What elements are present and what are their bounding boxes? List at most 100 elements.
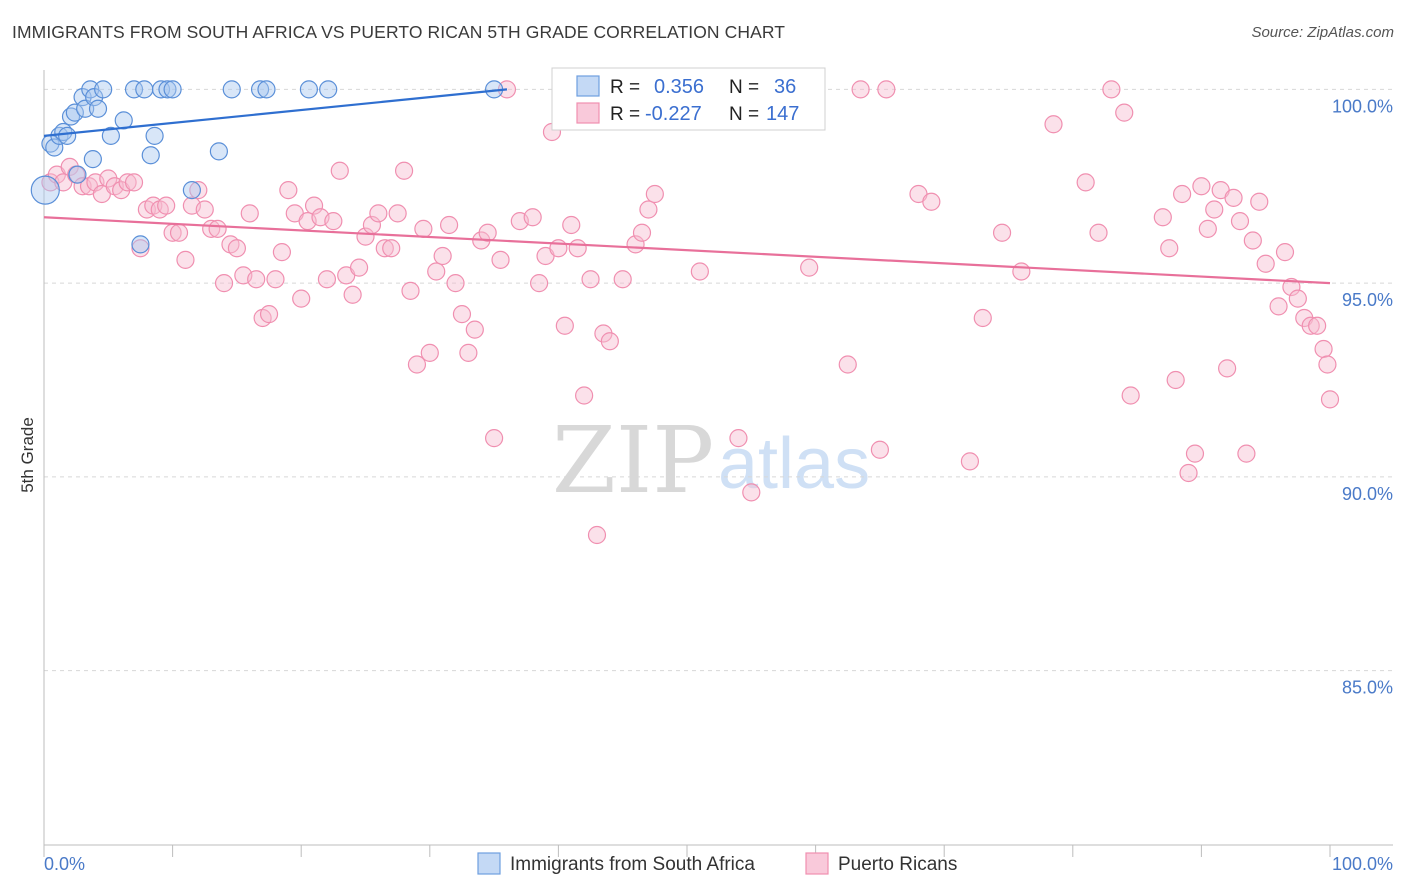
data-point bbox=[491, 250, 510, 269]
data-point bbox=[324, 212, 343, 231]
legend-r-value-2: -0.227 bbox=[645, 103, 702, 125]
legend-swatch-blue bbox=[576, 75, 600, 97]
data-point bbox=[1076, 173, 1095, 192]
data-point bbox=[870, 440, 890, 459]
data-point bbox=[645, 184, 664, 204]
legend-n-label-2: N = bbox=[729, 104, 759, 125]
trend-lines bbox=[43, 88, 1331, 285]
data-point bbox=[877, 80, 896, 99]
data-point bbox=[1218, 359, 1237, 378]
stats-legend: R = 0.356 N = 36 R = -0.227 N = 147 bbox=[551, 67, 826, 131]
data-point bbox=[169, 223, 189, 242]
data-point bbox=[433, 246, 452, 266]
data-point bbox=[65, 103, 84, 122]
data-point bbox=[176, 250, 195, 269]
data-point bbox=[382, 239, 401, 258]
data-point bbox=[587, 525, 607, 545]
data-point bbox=[317, 270, 337, 289]
y-tick-labels: 100.0% 95.0% 90.0% 85.0% bbox=[1332, 96, 1393, 697]
data-point bbox=[1198, 219, 1217, 238]
data-point bbox=[485, 429, 504, 448]
data-point bbox=[319, 80, 338, 99]
data-point bbox=[369, 204, 388, 223]
data-point bbox=[343, 285, 362, 304]
data-point bbox=[158, 80, 177, 99]
data-point bbox=[1250, 192, 1269, 211]
trend-line-puerto-ricans bbox=[43, 216, 1331, 285]
data-point bbox=[292, 289, 311, 308]
data-point bbox=[992, 223, 1012, 242]
data-point bbox=[304, 196, 324, 215]
data-point bbox=[1224, 188, 1243, 207]
data-point bbox=[68, 165, 87, 184]
data-point bbox=[555, 316, 574, 335]
trend-line-south-africa bbox=[43, 88, 508, 137]
data-point bbox=[446, 274, 465, 293]
data-point bbox=[1256, 254, 1275, 273]
series-legend: Immigrants from South Africa Puerto Rica… bbox=[477, 852, 957, 875]
legend-n-value-2: 147 bbox=[766, 103, 799, 125]
data-point bbox=[1153, 208, 1172, 227]
data-point bbox=[257, 80, 276, 99]
data-point bbox=[1243, 231, 1262, 250]
x-tick-label-min: 0.0% bbox=[44, 854, 85, 874]
data-point bbox=[58, 126, 77, 145]
data-point bbox=[131, 235, 150, 254]
data-point bbox=[240, 204, 259, 223]
data-point bbox=[118, 173, 137, 192]
data-point bbox=[414, 219, 433, 238]
data-point bbox=[157, 196, 176, 215]
source-label: Source: ZipAtlas.com bbox=[1251, 24, 1394, 41]
data-point bbox=[530, 274, 549, 293]
data-point bbox=[1115, 103, 1134, 122]
data-point bbox=[208, 219, 227, 238]
data-point bbox=[299, 80, 319, 99]
y-axis-title: 5th Grade bbox=[18, 417, 37, 493]
data-point bbox=[800, 258, 819, 277]
y-tick-label: 85.0% bbox=[1342, 678, 1393, 698]
data-point bbox=[1160, 239, 1179, 258]
data-point bbox=[575, 386, 594, 405]
watermark-zip: ZIP bbox=[552, 407, 714, 514]
data-point bbox=[1301, 316, 1320, 335]
data-point bbox=[88, 99, 108, 118]
data-point bbox=[1089, 223, 1108, 242]
data-point bbox=[141, 146, 160, 165]
data-point bbox=[101, 126, 120, 145]
data-point bbox=[1121, 386, 1140, 405]
data-point bbox=[639, 200, 658, 219]
legend-r-label-1: R = bbox=[610, 77, 640, 98]
series-immigrants-south-africa bbox=[30, 80, 504, 254]
data-point bbox=[163, 80, 182, 99]
data-point bbox=[922, 192, 941, 211]
data-point bbox=[124, 173, 144, 192]
data-point bbox=[742, 483, 761, 502]
legend-r-label-2: R = bbox=[610, 104, 640, 125]
data-point bbox=[407, 355, 427, 374]
data-point bbox=[83, 150, 102, 169]
data-point bbox=[388, 204, 407, 223]
data-point bbox=[135, 80, 154, 99]
data-point bbox=[478, 223, 497, 242]
data-point bbox=[401, 281, 420, 300]
data-point bbox=[45, 138, 64, 157]
data-point bbox=[1308, 316, 1327, 335]
data-point bbox=[214, 274, 234, 293]
data-point bbox=[1185, 444, 1205, 463]
data-point bbox=[439, 215, 459, 235]
data-point bbox=[973, 308, 992, 328]
data-point bbox=[1044, 115, 1063, 134]
data-point bbox=[247, 270, 266, 289]
data-point bbox=[131, 239, 150, 258]
data-point bbox=[1012, 262, 1031, 281]
data-point bbox=[465, 320, 484, 339]
data-point bbox=[250, 80, 270, 99]
y-tick-label: 90.0% bbox=[1342, 484, 1393, 504]
data-point bbox=[1179, 463, 1198, 483]
data-point bbox=[1205, 200, 1224, 219]
data-point bbox=[632, 223, 652, 242]
data-point bbox=[729, 429, 748, 448]
legend-label-south-africa: Immigrants from South Africa bbox=[510, 854, 755, 875]
data-point bbox=[1314, 339, 1333, 359]
data-point bbox=[1288, 289, 1307, 308]
